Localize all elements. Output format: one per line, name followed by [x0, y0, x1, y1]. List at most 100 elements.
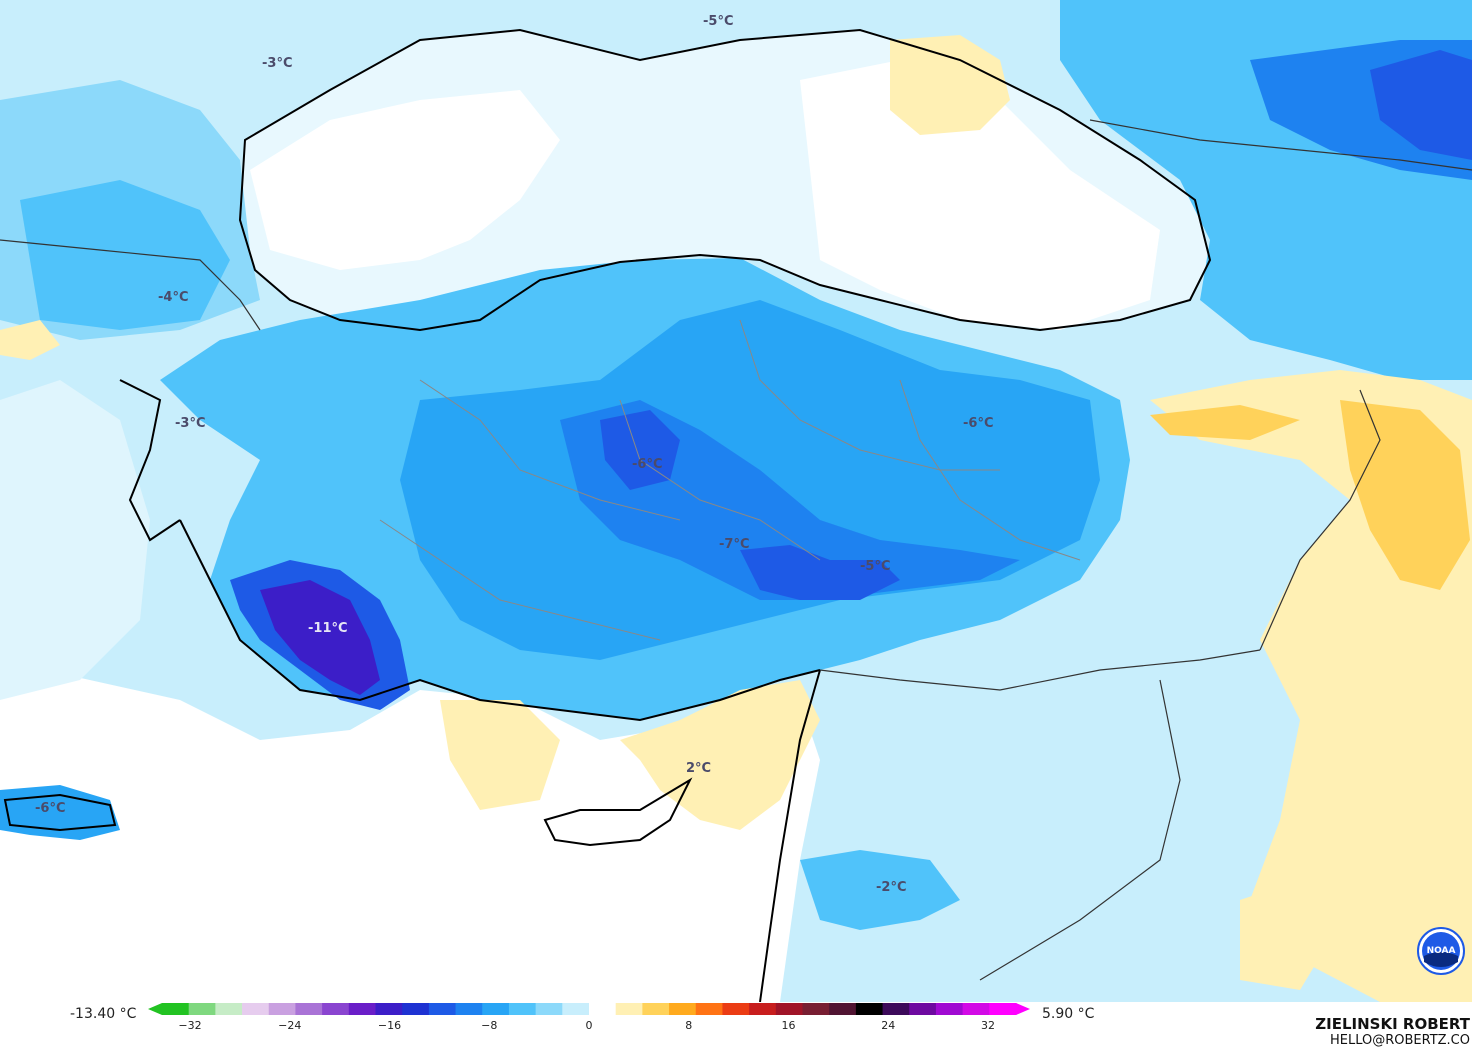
color-bar-segment — [669, 1003, 697, 1015]
temp-label: -7°C — [719, 537, 749, 552]
temp-label: -3°C — [262, 56, 292, 71]
color-bar-tick-label: −16 — [377, 1019, 402, 1032]
coastlines — [3, 28, 1212, 1002]
color-bar-segment — [909, 1003, 937, 1015]
color-bar-tick-label: 0 — [585, 1019, 593, 1032]
province-border — [619, 399, 821, 561]
color-bar-segment — [562, 1003, 590, 1015]
balkans-colder-region — [20, 180, 230, 330]
color-bar-segment — [775, 1003, 803, 1015]
color-bar-tick-label: −32 — [178, 1019, 202, 1032]
warm-band-east — [1150, 405, 1300, 440]
author-email: HELLO@ROBERTZ.CO — [1329, 1033, 1470, 1048]
temp-label: -6°C — [963, 416, 993, 431]
color-bar-tick-label: 24 — [881, 1019, 896, 1032]
cold-spot-north — [600, 410, 680, 490]
color-bar-segment — [589, 1003, 617, 1015]
color-bar-segment — [428, 1003, 457, 1015]
border-syria-turkey — [819, 649, 1261, 691]
color-bar-segment — [295, 1003, 323, 1015]
temp-label: -2°C — [876, 880, 906, 895]
color-bar-tick-label: −8 — [481, 1019, 498, 1032]
warm-patch-west — [0, 320, 60, 360]
border-turkey-iran — [1259, 389, 1381, 651]
color-bar-segment — [188, 1003, 216, 1015]
province-border — [419, 379, 681, 521]
color-bar-segment — [615, 1003, 643, 1015]
cold-spot-central — [740, 545, 900, 600]
levant-cold-region — [800, 850, 960, 930]
turkey-south-coastline — [179, 519, 821, 722]
color-bar-segment — [829, 1003, 857, 1015]
color-bar-segment — [348, 1003, 376, 1015]
temp-label: -6°C — [632, 457, 662, 472]
color-bar-min-arrow — [148, 1003, 162, 1015]
color-bar-segment — [642, 1003, 670, 1015]
color-bar-segment — [989, 1003, 1017, 1015]
warm-core-east — [1340, 400, 1470, 590]
color-bar-segment — [268, 1003, 296, 1015]
color-bar — [148, 1003, 1030, 1015]
color-bar-segment — [535, 1003, 563, 1015]
color-bar-segment — [455, 1003, 483, 1015]
color-bar-segment — [802, 1003, 830, 1015]
color-bar-segment — [749, 1003, 777, 1015]
province-borders — [379, 319, 1081, 641]
crete-outline — [3, 793, 117, 832]
black-sea-white-area — [800, 60, 1160, 330]
temp-label: -5°C — [703, 14, 733, 29]
noaa-logo-text: NOAA — [1427, 946, 1456, 956]
color-bar-segment — [402, 1003, 430, 1015]
country-borders — [0, 119, 1472, 981]
color-bar-segment — [375, 1003, 403, 1015]
noaa-logo: NOAA — [1416, 926, 1466, 976]
legend-max-label: 5.90 °C — [1042, 1006, 1095, 1022]
caucasus-cold-core — [1370, 50, 1472, 160]
color-bar-segment — [162, 1003, 190, 1015]
levant-coastline — [759, 669, 821, 1002]
temp-label: -4°C — [158, 290, 188, 305]
temp-label: -3°C — [175, 416, 205, 431]
coldest-spot — [260, 580, 380, 695]
aegean-coastline — [119, 379, 181, 542]
temp-label: -11°C — [308, 621, 348, 636]
province-border — [899, 379, 1081, 561]
warm-region-coast — [440, 700, 560, 810]
temp-label: -5°C — [860, 559, 890, 574]
color-bar-tick-label: −24 — [278, 1019, 302, 1032]
temperature-map: -3°C -5°C -4°C -3°C -6°C -6°C -7°C -5°C … — [0, 0, 1472, 1002]
border-caucasus — [1089, 119, 1472, 171]
border-syria-iraq — [979, 679, 1181, 981]
mediterranean-sea — [0, 660, 820, 1002]
temp-label: 2°C — [686, 761, 711, 776]
border-balkans — [0, 239, 261, 331]
color-bar-segment — [508, 1003, 537, 1015]
color-bar-segment — [695, 1003, 723, 1015]
color-bar-segment — [482, 1003, 510, 1015]
color-bar-segment — [215, 1003, 243, 1015]
province-border — [379, 519, 661, 641]
color-bar-segment — [242, 1003, 270, 1015]
temp-label: -6°C — [35, 801, 65, 816]
aegean-light — [0, 380, 150, 700]
cyprus-outline — [543, 777, 693, 847]
black-sea-white-west — [250, 90, 560, 270]
color-bar-segment — [722, 1003, 750, 1015]
color-bar-segment — [935, 1003, 964, 1015]
warm-patch-southeast — [1240, 880, 1330, 990]
color-bar-segment — [882, 1003, 910, 1015]
color-bar-segment — [962, 1003, 990, 1015]
legend-min-label: -13.40 °C — [70, 1006, 137, 1022]
temperature-labels: -3°C -5°C -4°C -3°C -6°C -6°C -7°C -5°C … — [35, 14, 993, 895]
color-bar-segment — [855, 1003, 884, 1015]
color-bar-max-arrow — [1016, 1003, 1030, 1015]
color-bar-tick-label: 8 — [685, 1019, 693, 1032]
color-bar-tick-label: 32 — [981, 1019, 995, 1032]
black-sea-coastline — [238, 28, 1212, 332]
author-name: ZIELINSKI ROBERT — [1315, 1015, 1470, 1033]
province-border — [739, 319, 1000, 471]
color-bar-tick-label: 16 — [781, 1019, 796, 1032]
noaa-logo-icon: NOAA — [1417, 927, 1465, 975]
warm-patch-black-sea — [890, 35, 1010, 135]
color-bar-segment — [322, 1003, 350, 1015]
